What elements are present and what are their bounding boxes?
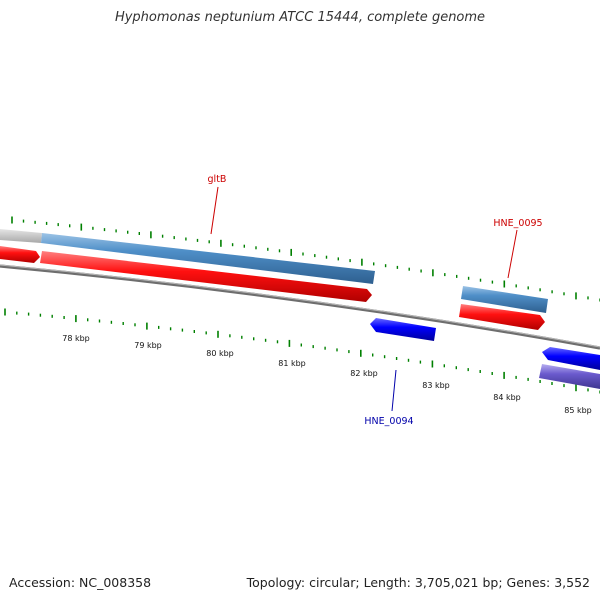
genome-backbone-highlight: [0, 264, 600, 348]
gene-reverse-right[interactable]: [542, 347, 600, 370]
scale-label: 84 kbp: [493, 393, 521, 402]
scale-label: 82 kbp: [350, 369, 378, 378]
gene-arrow-left[interactable]: [0, 246, 40, 263]
map-title: Hyphomonas neptunium ATCC 15444, complet…: [114, 10, 486, 25]
cds-gltB[interactable]: [41, 233, 375, 284]
scale-label: 80 kbp: [206, 349, 234, 358]
scale-labels: 78 kbp 79 kbp 80 kbp 81 kbp 82 kbp 83 kb…: [62, 334, 592, 415]
gene-hne0094[interactable]: [370, 318, 436, 341]
gene-label-hne0095[interactable]: HNE_0095: [493, 218, 542, 229]
gene-hne0095[interactable]: [459, 304, 545, 330]
gltB-leader: [210, 186, 219, 235]
scale-label: 83 kbp: [422, 381, 450, 390]
feature-reverse-purple[interactable]: [539, 364, 600, 389]
gene-label-hne0094[interactable]: HNE_0094: [364, 416, 413, 427]
scale-label: 78 kbp: [62, 334, 90, 343]
outer-tick-row: [11, 216, 600, 302]
hne0094-leader: [391, 369, 397, 412]
cds-hne0095[interactable]: [461, 286, 548, 313]
accession-label: Accession: NC_008358: [9, 575, 152, 590]
genome-summary: Topology: circular; Length: 3,705,021 bp…: [246, 575, 590, 590]
scale-label: 85 kbp: [564, 406, 592, 415]
genome-backbone: [0, 264, 600, 350]
gene-label-gltB[interactable]: gltB: [208, 174, 227, 185]
gene-gltB[interactable]: [40, 251, 372, 302]
inner-tick-row: [4, 308, 600, 394]
grey-feature-left[interactable]: [0, 229, 42, 243]
scale-label: 81 kbp: [278, 359, 306, 368]
hne0095-leader: [507, 229, 518, 279]
scale-label: 79 kbp: [134, 341, 162, 350]
